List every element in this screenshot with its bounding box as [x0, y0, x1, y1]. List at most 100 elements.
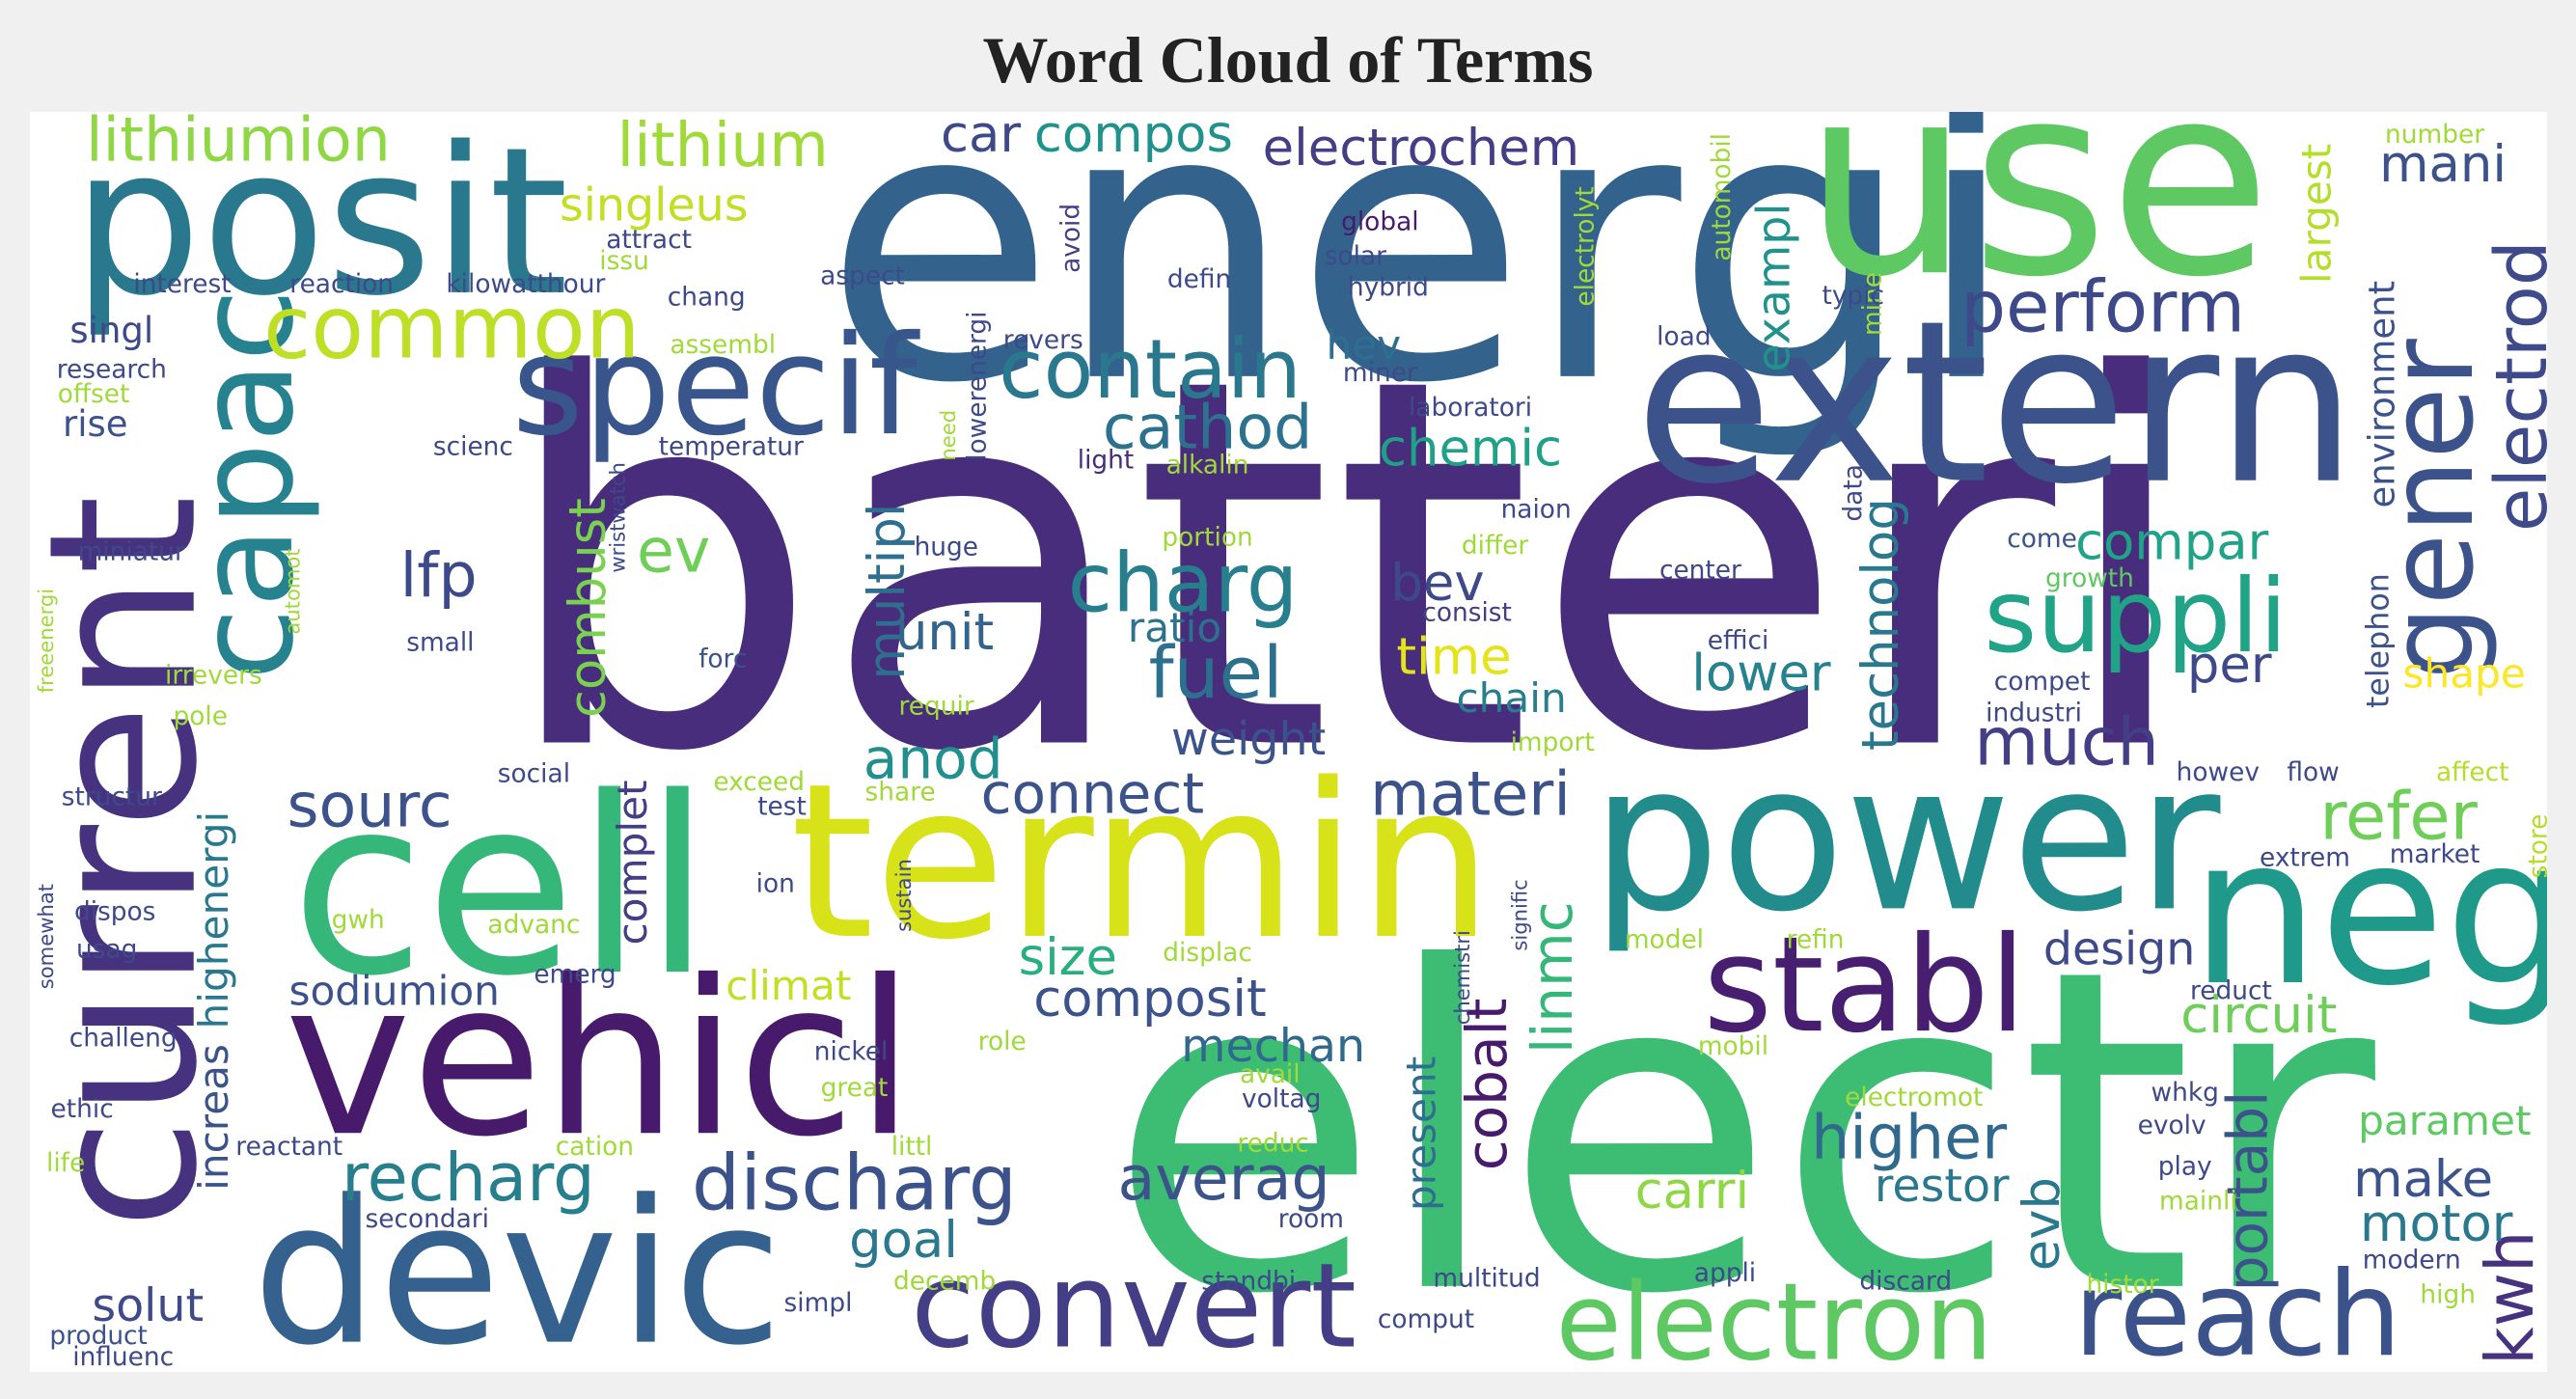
word: affect: [2436, 757, 2508, 787]
word: signific: [1508, 879, 1532, 950]
word: data: [1838, 464, 1868, 521]
word: rise: [63, 403, 128, 445]
word: ev: [637, 514, 710, 586]
word: defin: [1167, 264, 1231, 294]
word: differ: [1462, 531, 1529, 561]
word: exampl: [1748, 203, 1801, 371]
word: sustain: [891, 859, 916, 932]
word: life: [46, 1148, 85, 1178]
word: current: [5, 495, 242, 1230]
word: hev: [1326, 321, 1401, 369]
word: product: [49, 1321, 148, 1351]
word: combust: [559, 498, 617, 718]
word: compos: [1034, 105, 1233, 164]
word: reduct: [2190, 975, 2272, 1005]
word: effici: [1708, 626, 1769, 656]
word: challeng: [69, 1024, 178, 1054]
word: histor: [2086, 1270, 2158, 1300]
word: consist: [1422, 598, 1512, 628]
word: contain: [999, 322, 1302, 417]
word: import: [1511, 727, 1595, 757]
word: environment: [2362, 281, 2403, 508]
word: mine: [1858, 272, 1888, 336]
word: recharg: [342, 1139, 595, 1217]
chart-title: Word Cloud of Terms: [983, 23, 1594, 96]
word: shape: [2403, 650, 2526, 698]
word: cation: [556, 1132, 634, 1162]
word: market: [2390, 839, 2480, 869]
word: gwh: [332, 905, 385, 935]
word: temperatur: [659, 432, 804, 462]
word: design: [2043, 923, 2196, 976]
word: evb: [2013, 1177, 2071, 1271]
word: higher: [1811, 1101, 2008, 1172]
word: discard: [1859, 1267, 1952, 1297]
word: increas: [190, 1044, 237, 1191]
word: automot: [281, 548, 305, 634]
word: suppli: [1984, 557, 2288, 675]
word: play: [2158, 1151, 2212, 1181]
word: room: [1278, 1204, 1344, 1234]
word: reaction: [289, 269, 394, 299]
word: modern: [2363, 1246, 2461, 1276]
word: car: [941, 105, 1021, 164]
word: neg: [2190, 793, 2574, 1030]
word: light: [1078, 445, 1135, 475]
word: research: [57, 355, 167, 385]
word: whkg: [2151, 1078, 2219, 1108]
cloud-area: [30, 112, 2547, 1372]
word: aspect: [820, 261, 905, 291]
word: technolog: [1851, 498, 1910, 751]
word: global: [1341, 206, 1419, 236]
word: come: [2007, 524, 2077, 554]
word: pole: [174, 701, 228, 731]
word: miner: [1343, 358, 1417, 388]
word: time: [1396, 628, 1511, 687]
word: singl: [69, 310, 153, 351]
word: sourc: [287, 769, 452, 840]
word: perform: [1960, 265, 2245, 348]
word: reactant: [235, 1132, 343, 1162]
word: compet: [1994, 667, 2091, 697]
word: industri: [1986, 699, 2082, 728]
word: extern: [1634, 272, 2357, 534]
word: refer: [2319, 778, 2478, 855]
word: lfp: [400, 539, 478, 611]
word: electromot: [1845, 1083, 1983, 1112]
word: assembl: [670, 330, 776, 360]
word: electron: [1556, 1260, 1993, 1385]
word: batteri: [498, 270, 2197, 863]
word: nickel: [814, 1036, 888, 1066]
word: flow: [2287, 757, 2339, 787]
word: center: [1659, 555, 1741, 585]
word: chemic: [1379, 419, 1562, 478]
word: vehicl: [285, 935, 915, 1184]
word: influenc: [72, 1342, 174, 1372]
word: solut: [92, 1279, 204, 1332]
word: averag: [1117, 1142, 1329, 1214]
word: solar: [1325, 241, 1386, 271]
word: naion: [1501, 494, 1572, 524]
word: growth: [2045, 563, 2134, 593]
word: dispos: [74, 897, 155, 927]
word: social: [498, 759, 570, 789]
word: comput: [1378, 1304, 1474, 1334]
word: attract: [606, 225, 692, 255]
word: composit: [1033, 970, 1266, 1029]
word: lowerenergi: [963, 312, 993, 461]
word: offset: [58, 379, 130, 409]
word: refin: [1787, 925, 1845, 955]
word: posit: [72, 103, 569, 341]
word: interest: [133, 269, 231, 299]
word: restor: [1875, 1160, 2010, 1213]
word: role: [978, 1027, 1027, 1056]
word: cell: [290, 745, 711, 1029]
word: ion: [756, 869, 795, 899]
word: common: [263, 279, 641, 379]
word: miniatur: [78, 537, 185, 567]
word: share: [865, 777, 936, 807]
word: telephon: [2362, 573, 2397, 708]
word: charg: [1068, 535, 1299, 630]
word: usag: [76, 935, 137, 965]
